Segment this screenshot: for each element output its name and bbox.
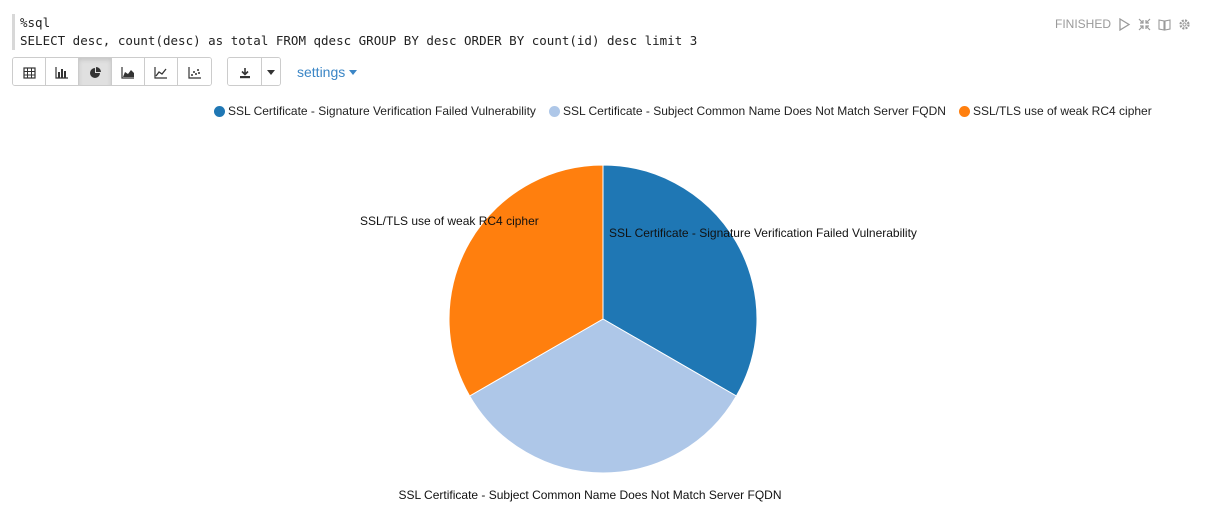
slice-label: SSL Certificate - Signature Verification… [609,226,917,240]
legend-label: SSL/TLS use of weak RC4 cipher [972,104,1152,118]
chevron-down-icon [267,70,275,75]
gear-icon[interactable] [1178,18,1191,31]
settings-link[interactable]: settings [297,64,358,80]
pie-slice[interactable] [448,164,604,397]
legend-label: SSL Certificate - Subject Common Name Do… [562,104,946,118]
paragraph-controls: FINISHED [1055,17,1191,31]
settings-label: settings [297,64,346,80]
legend-item[interactable]: SSL/TLS use of weak RC4 cipher [958,104,1152,118]
legend-item[interactable]: SSL Certificate - Subject Common Name Do… [548,104,946,118]
caret-down-icon [349,69,358,75]
download-dropdown-button[interactable] [262,58,280,85]
chart-type-group [12,57,212,86]
status-label: FINISHED [1054,17,1111,31]
area-chart-icon [121,66,134,79]
legend-dot [548,105,560,117]
legend-dot [958,105,970,117]
download-icon [239,67,250,78]
pie-chart-button[interactable] [79,58,112,85]
table-icon [22,66,36,79]
pie-slice[interactable] [468,318,738,474]
run-icon[interactable] [1118,17,1131,31]
pie-chart-icon [89,67,101,78]
scatter-chart-icon [187,66,201,79]
query-line: SELECT desc, count(desc) as total FROM q… [20,33,698,48]
legend-item[interactable]: SSL Certificate - Signature Verification… [214,104,536,118]
visualization-toolbar [12,57,281,86]
collapse-icon[interactable] [1138,18,1151,31]
legend-dot [214,105,225,117]
pie-slice[interactable] [602,164,758,397]
bar-chart-icon [55,66,68,79]
chart-legend: SSL Certificate - Signature Verification… [214,104,1152,118]
scatter-chart-button[interactable] [178,58,211,85]
area-chart-button[interactable] [112,58,145,85]
book-icon[interactable] [1158,18,1171,31]
line-chart-icon [154,66,167,79]
code-editor[interactable]: %sql SELECT desc, count(desc) as total F… [12,14,915,50]
slice-label: SSL/TLS use of weak RC4 cipher [360,214,539,228]
download-button[interactable] [228,58,262,85]
interpreter-line: %sql [20,15,51,30]
legend-label: SSL Certificate - Signature Verification… [228,104,536,118]
bar-chart-button[interactable] [46,58,79,85]
download-group [227,57,281,86]
slice-label: SSL Certificate - Subject Common Name Do… [398,488,781,502]
table-button[interactable] [13,58,46,85]
line-chart-button[interactable] [145,58,178,85]
